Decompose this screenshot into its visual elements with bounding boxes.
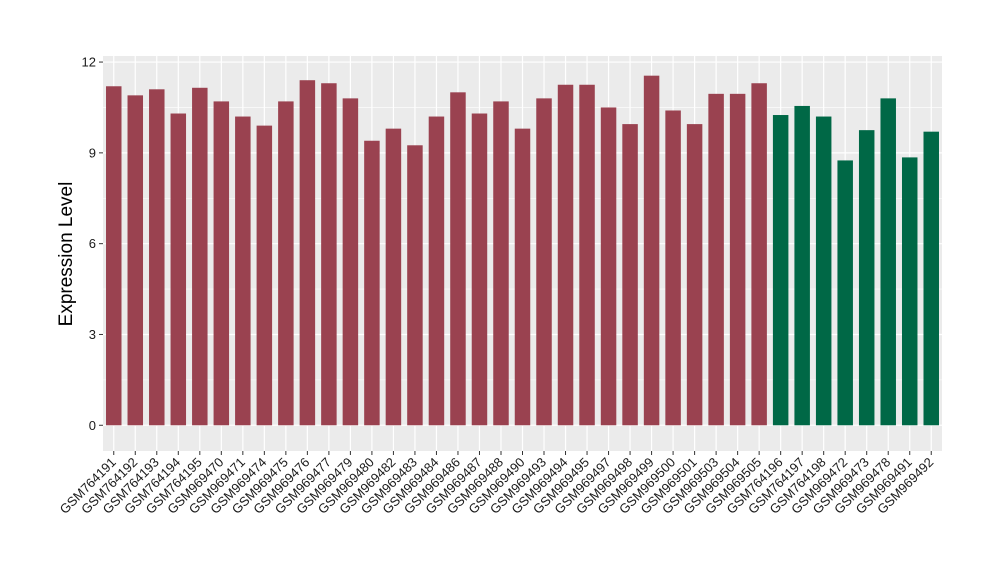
bar-GSM969494 <box>557 84 574 426</box>
x-axis: GSM764191GSM764192GSM764193GSM764194GSM7… <box>57 451 936 517</box>
bar-GSM969500 <box>665 110 681 426</box>
bar-GSM969503 <box>708 93 724 426</box>
bar-GSM969486 <box>450 92 466 426</box>
bar-GSM969473 <box>858 130 875 426</box>
bar-GSM764191 <box>106 86 122 426</box>
bar-GSM969484 <box>428 116 445 426</box>
bar-GSM969497 <box>600 107 617 426</box>
bar-GSM969479 <box>342 98 359 426</box>
bar-GSM969483 <box>407 145 423 426</box>
bar-GSM969490 <box>514 128 531 426</box>
bar-GSM969470 <box>213 101 230 426</box>
y-tick-label: 6 <box>89 236 96 251</box>
bar-GSM969488 <box>493 101 509 426</box>
bar-GSM969472 <box>837 160 853 426</box>
bar-GSM969501 <box>686 124 703 426</box>
bar-GSM969476 <box>299 80 316 426</box>
bar-GSM969499 <box>643 75 660 426</box>
bar-GSM969487 <box>471 113 488 426</box>
bar-GSM969478 <box>880 98 896 426</box>
bar-GSM969474 <box>256 125 273 426</box>
y-tick-label: 12 <box>82 55 96 70</box>
bar-GSM969493 <box>536 98 552 426</box>
bar-GSM969491 <box>901 157 918 426</box>
bar-GSM764194 <box>170 113 187 426</box>
bar-GSM969492 <box>923 131 939 426</box>
y-tick-label: 0 <box>89 418 96 433</box>
bar-GSM969495 <box>579 84 595 426</box>
bar-GSM969475 <box>278 101 294 426</box>
bar-GSM764193 <box>149 89 165 426</box>
y-axis-title: Expression Level <box>56 182 77 327</box>
bar-GSM764198 <box>815 116 832 426</box>
bar-GSM764195 <box>192 87 208 426</box>
bar-GSM969505 <box>751 83 767 426</box>
y-axis: 0 3 6 9 12 <box>82 55 103 433</box>
bar-GSM969482 <box>385 128 402 426</box>
bar-GSM764196 <box>772 115 789 426</box>
bar-GSM969477 <box>321 83 337 426</box>
bar-GSM969471 <box>235 116 251 426</box>
y-tick-label: 9 <box>89 145 96 160</box>
y-tick-label: 3 <box>89 327 96 342</box>
bar-GSM969498 <box>622 124 638 426</box>
bar-GSM764192 <box>127 95 144 426</box>
bar-GSM764197 <box>794 105 810 426</box>
bar-GSM969504 <box>729 93 746 426</box>
bars <box>106 75 939 426</box>
bar-GSM969480 <box>364 140 380 426</box>
